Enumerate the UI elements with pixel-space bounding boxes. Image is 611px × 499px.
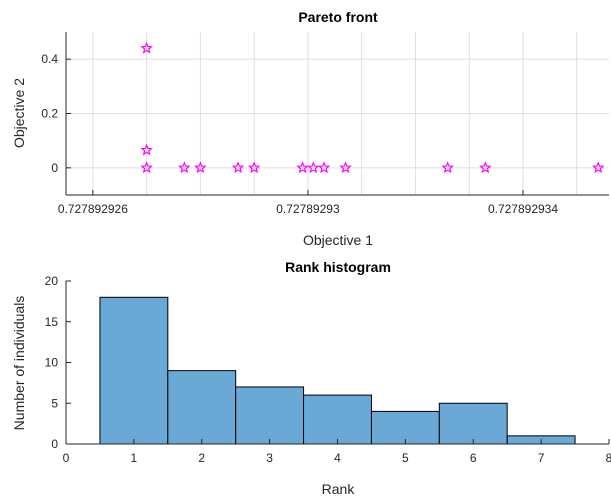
- histogram-x-tick-label: 5: [402, 451, 409, 465]
- pareto-point: [247, 161, 261, 174]
- histogram-x-tick-label: 7: [538, 451, 545, 465]
- pareto-y-tick-label: 0.2: [41, 107, 58, 121]
- histogram-x-tick-label: 4: [334, 451, 341, 465]
- pareto-point: [339, 161, 352, 174]
- pareto-point: [296, 161, 309, 174]
- histogram-bar: [438, 402, 508, 445]
- pareto-x-tick-label: 0.72789293: [276, 202, 340, 216]
- pareto-point: [441, 161, 454, 174]
- histogram-ticks: 0 1 2 3 4 5 6 7 8 0 5 10 15 20: [45, 274, 611, 465]
- histogram-x-label: Rank: [322, 481, 356, 497]
- histogram-title: Rank histogram: [285, 259, 391, 275]
- pareto-point: [177, 161, 191, 174]
- pareto-y-tick-label: 0.4: [41, 52, 58, 66]
- histogram-x-tick-label: 2: [198, 451, 205, 465]
- histogram-x-tick-label: 1: [131, 451, 138, 465]
- pareto-point: [317, 161, 331, 174]
- pareto-point: [140, 143, 153, 156]
- pareto-front-axes: 0.727892926 0.72789293 0.72789293400.20.4 …: [11, 9, 609, 248]
- rank-histogram-axes: 0 1 2 3 4 5 6 7 8 0 5 10 15 20 Rank histogram Rank Nu…: [11, 259, 611, 497]
- pareto-point: [140, 41, 153, 54]
- pareto-point: [591, 161, 605, 174]
- histogram-bar: [235, 386, 305, 445]
- pareto-x-tick-label: 0.727892934: [488, 202, 558, 216]
- pareto-point: [140, 161, 153, 174]
- pareto-point: [307, 161, 320, 174]
- pareto-y-tick-label: 0: [51, 161, 58, 175]
- pareto-point: [479, 161, 492, 174]
- pareto-x-label: Objective 1: [303, 232, 373, 248]
- histogram-bar: [370, 410, 440, 445]
- pareto-y-label: Objective 2: [11, 78, 27, 148]
- pareto-point: [194, 161, 207, 174]
- pareto-points: [140, 41, 605, 174]
- histogram-y-tick-label: 5: [51, 396, 58, 410]
- pareto-x-tick-label: 0.727892926: [58, 202, 128, 216]
- histogram-bar: [99, 296, 169, 445]
- histogram-bar: [167, 370, 237, 445]
- histogram-x-tick-label: 6: [470, 451, 477, 465]
- pareto-point: [231, 161, 245, 174]
- histogram-y-tick-label: 20: [45, 274, 59, 288]
- pareto-ticks: 0.727892926 0.72789293 0.727892934 0 0.2 0.4: [41, 52, 558, 216]
- histogram-y-tick-label: 10: [45, 356, 59, 370]
- histogram-y-label: Number of individuals: [11, 296, 27, 431]
- histogram-y-tick-label: 0: [51, 437, 58, 451]
- histogram-bars: [99, 296, 576, 445]
- histogram-y-tick-label: 15: [45, 315, 59, 329]
- histogram-bar: [303, 394, 372, 445]
- pareto-grid: [66, 32, 609, 195]
- pareto-title: Pareto front: [298, 9, 378, 25]
- histogram-x-tick-label: 8: [606, 451, 611, 465]
- histogram-x-tick-label: 0: [63, 451, 70, 465]
- histogram-x-tick-label: 3: [266, 451, 273, 465]
